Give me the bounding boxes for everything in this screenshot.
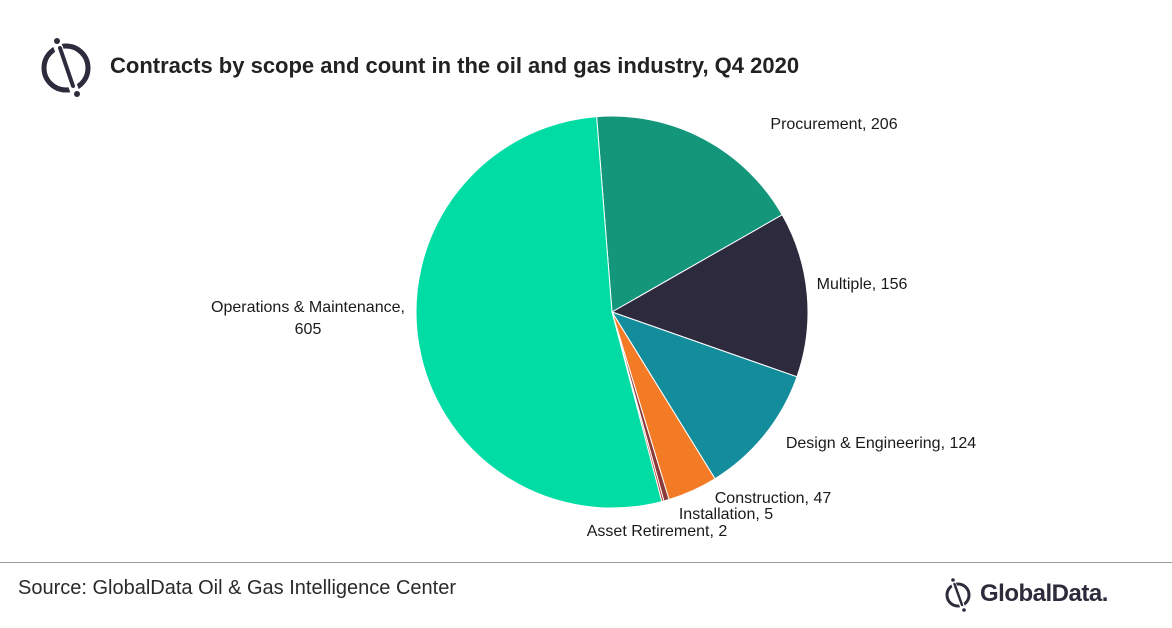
chart-title: Contracts by scope and count in the oil … [110, 53, 800, 78]
source-note: Source: GlobalData Oil & Gas Intelligenc… [18, 577, 456, 599]
globaldata-logo-icon [945, 578, 971, 612]
data-label-operations-and-maintenance: Operations & Maintenance, 605 [211, 299, 405, 338]
pie-slices [415, 115, 809, 509]
pie-slice-procurement [596, 115, 783, 313]
pie-slice-operations-and-maintenance [415, 116, 663, 509]
data-label-installation: Installation, 5 [679, 506, 773, 523]
data-label-multiple: Multiple, 156 [817, 276, 908, 293]
data-label-procurement: Procurement, 206 [770, 116, 897, 133]
data-label-construction: Construction, 47 [715, 490, 832, 507]
brand-logo: GlobalData. [944, 576, 1108, 612]
brand-name: GlobalData. [980, 580, 1108, 607]
globaldata-logo-icon [41, 38, 91, 97]
data-label-design-and-engineering: Design & Engineering, 124 [786, 435, 976, 452]
data-label-asset-retirement: Asset Retirement, 2 [587, 523, 728, 540]
pie-slice-design-and-engineering [610, 311, 798, 480]
pie-slice-multiple [610, 214, 809, 378]
footer-divider [0, 562, 1172, 563]
pie-chart: Procurement, 206 Multiple, 156 Design & En… [211, 115, 976, 540]
chart-header: Contracts by scope and count in the oil … [0, 0, 1172, 100]
pie-data-labels: Procurement, 206 Multiple, 156 Design & En… [211, 116, 976, 540]
